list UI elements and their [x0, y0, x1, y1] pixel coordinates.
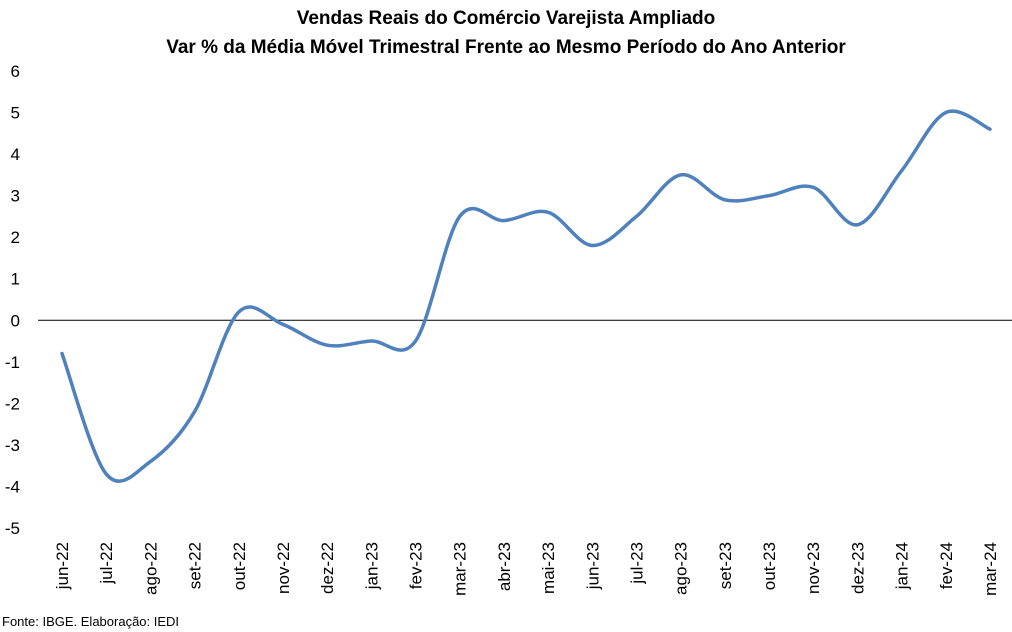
x-tick-label: jul-23 — [627, 542, 646, 585]
y-axis-ticks: 6 5 4 3 2 1 0 -1 -2 -3 -4 -5 — [5, 62, 20, 538]
y-tick-label: -1 — [5, 353, 20, 372]
x-tick-label: mai-23 — [539, 542, 558, 594]
y-tick-label: 5 — [11, 104, 20, 123]
y-tick-label: 0 — [11, 311, 20, 330]
source-note: Fonte: IBGE. Elaboração: IEDI — [2, 614, 179, 629]
x-tick-label: abr-23 — [495, 542, 514, 591]
x-tick-label: out-22 — [230, 542, 249, 590]
chart-subtitle: Var % da Média Móvel Trimestral Frente a… — [166, 37, 846, 58]
series-line — [60, 109, 992, 483]
x-tick-label: mar-23 — [451, 542, 470, 596]
x-tick-label: jun-22 — [53, 542, 72, 590]
x-tick-label: nov-22 — [274, 542, 293, 594]
x-tick-label: dez-22 — [318, 542, 337, 594]
x-tick-label: ago-22 — [141, 542, 160, 595]
x-tick-label: out-23 — [760, 542, 779, 590]
y-tick-label: -2 — [5, 394, 20, 413]
x-tick-label: jun-23 — [583, 542, 602, 590]
x-tick-label: fev-23 — [407, 542, 426, 589]
x-tick-label: fev-24 — [937, 542, 956, 589]
x-tick-label: set-23 — [716, 542, 735, 589]
x-tick-label: nov-23 — [804, 542, 823, 594]
chart-title: Vendas Reais do Comércio Varejista Ampli… — [297, 8, 716, 29]
y-tick-label: 1 — [11, 270, 20, 289]
y-tick-label: -4 — [5, 477, 20, 496]
x-tick-label: jan-24 — [893, 542, 912, 590]
x-axis-ticks: jun-22 jul-22 ago-22 set-22 out-22 nov-22 dez-… — [53, 542, 1000, 596]
y-tick-label: -5 — [5, 519, 20, 538]
y-tick-label: 2 — [11, 228, 20, 247]
x-tick-label: mar-24 — [981, 542, 1000, 596]
y-tick-label: -3 — [5, 436, 20, 455]
x-tick-label: set-22 — [186, 542, 205, 589]
x-tick-label: jul-22 — [97, 542, 116, 585]
y-tick-label: 3 — [11, 187, 20, 206]
x-tick-label: dez-23 — [848, 542, 867, 594]
x-tick-label: jan-23 — [362, 542, 381, 590]
x-tick-label: ago-23 — [672, 542, 691, 595]
y-tick-label: 6 — [11, 62, 20, 81]
y-tick-label: 4 — [11, 145, 20, 164]
